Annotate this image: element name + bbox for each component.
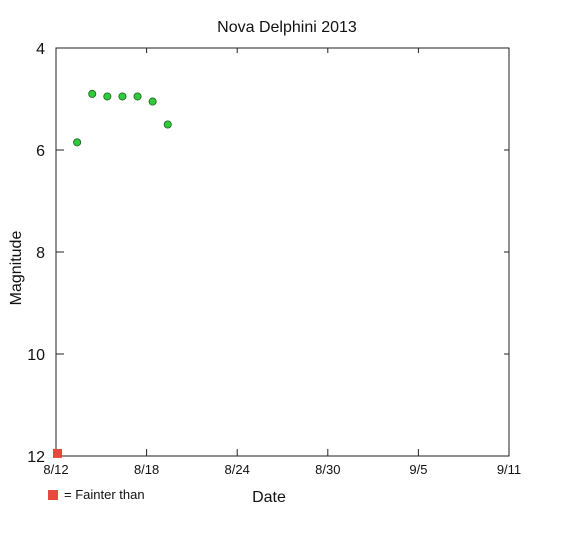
x-tick-label: 8/18 — [134, 462, 159, 477]
data-points — [53, 89, 172, 458]
chart-title: Nova Delphini 2013 — [217, 19, 357, 36]
magnitude-point — [148, 97, 157, 106]
x-tick-label: 8/30 — [315, 462, 340, 477]
fainter-than-square-icon — [48, 489, 58, 500]
plot-frame — [55, 47, 510, 457]
magnitude-point — [133, 92, 142, 101]
y-tick-label: 4 — [36, 41, 45, 58]
y-axis-ticks: 4 6 8 10 12 — [27, 41, 509, 466]
y-tick-label: 8 — [36, 245, 45, 262]
magnitude-point — [73, 138, 82, 147]
x-axis-ticks: 8/12 8/18 8/24 8/30 9/5 9/11 — [43, 48, 521, 477]
x-axis-label: Date — [252, 489, 286, 506]
magnitude-point — [88, 89, 97, 98]
x-tick-label: 9/5 — [409, 462, 427, 477]
y-tick-label: 6 — [36, 143, 45, 160]
x-tick-label: 8/24 — [225, 462, 250, 477]
fainter-than-point — [53, 448, 63, 458]
y-axis-label: Magnitude — [8, 231, 25, 306]
y-tick-label: 10 — [27, 347, 45, 364]
y-tick-label: 12 — [27, 449, 45, 466]
magnitude-point — [103, 92, 112, 101]
legend: = Fainter than — [48, 487, 145, 502]
x-tick-label: 8/12 — [43, 462, 68, 477]
x-tick-label: 9/11 — [497, 462, 521, 477]
magnitude-point — [118, 92, 127, 101]
magnitude-point — [163, 120, 172, 129]
legend-label: = Fainter than — [64, 487, 145, 502]
